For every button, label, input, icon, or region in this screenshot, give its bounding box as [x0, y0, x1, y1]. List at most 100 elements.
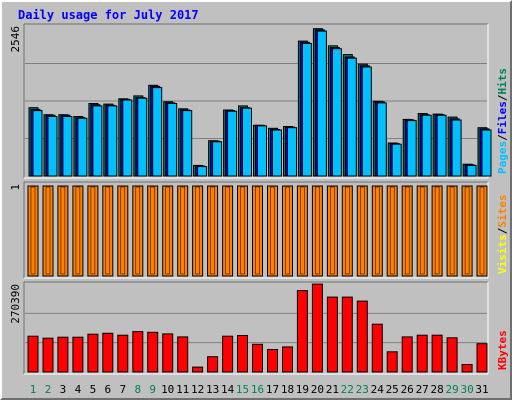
kbytes-bar [72, 336, 84, 373]
pages-bar [122, 99, 133, 177]
visits-axis-max-label: 1 [9, 184, 22, 191]
pages-bar [272, 129, 282, 177]
day-label: 26 [401, 383, 414, 396]
legend-separator: / [496, 227, 509, 234]
pages-bar [287, 127, 297, 177]
pages-bar [62, 116, 73, 177]
pages-bar [466, 164, 477, 177]
visits-bar [30, 186, 36, 275]
day-label: 27 [416, 383, 429, 396]
pages-bar [167, 103, 178, 177]
kbytes-legend: KBytes [496, 330, 509, 370]
kbytes-bar [57, 336, 69, 373]
day-label: 3 [60, 383, 67, 396]
visits-bar [479, 186, 485, 275]
kbytes-bar [282, 346, 293, 373]
day-label: 1 [30, 383, 37, 396]
visits-bar [255, 186, 260, 275]
legend-kbytes: KBytes [496, 330, 509, 370]
traffic-axis-max-label: 2546 [9, 26, 22, 53]
visits-bar [150, 186, 155, 275]
visits-bar [375, 186, 380, 275]
visits-bar [419, 186, 425, 275]
kbytes-bar [401, 336, 413, 373]
day-label: 2 [45, 383, 52, 396]
visits-bar [225, 186, 230, 275]
kbytes-bar [326, 296, 338, 373]
day-label: 23 [356, 383, 369, 396]
day-label: 9 [149, 383, 156, 396]
pages-bar [257, 125, 267, 177]
visits-bar [120, 186, 126, 275]
kbytes-bar [162, 333, 174, 373]
day-label: 15 [236, 383, 249, 396]
kbytes-bar [296, 290, 308, 373]
kbytes-bar [356, 300, 368, 373]
day-label: 13 [206, 383, 219, 396]
visits-bar [315, 186, 320, 275]
kbytes-bar [431, 334, 443, 373]
day-label: 18 [281, 383, 294, 396]
day-label: 4 [75, 383, 82, 396]
pages-bar [212, 141, 223, 177]
day-label: 25 [386, 383, 399, 396]
day-label: 16 [251, 383, 264, 396]
pages-bar [47, 116, 58, 177]
day-label: 7 [119, 383, 126, 396]
kbytes-bar [87, 333, 99, 373]
kbytes-bar [252, 343, 263, 373]
pages-bar [316, 30, 327, 177]
traffic-legend: Pages/Files/Hits [496, 68, 509, 174]
pages-bar [436, 114, 447, 177]
day-label: 11 [176, 383, 189, 396]
day-label: 24 [371, 383, 385, 396]
legend-sites: Sites [496, 195, 509, 228]
legend-separator: / [496, 94, 509, 101]
pages-bar [346, 57, 357, 177]
pages-bar [376, 102, 387, 177]
visits-bar [330, 186, 335, 275]
visits-bar [285, 186, 290, 275]
pages-bar [406, 120, 417, 177]
day-label: 21 [326, 383, 339, 396]
visits-bar [389, 186, 395, 275]
visits-bar [195, 186, 200, 275]
visits-bar [180, 186, 185, 275]
kbytes-bar [132, 331, 144, 373]
day-label: 17 [266, 383, 279, 396]
pages-bar [481, 129, 492, 177]
kbytes-bar [476, 343, 488, 373]
visits-bar [60, 186, 66, 275]
day-label: 20 [311, 383, 324, 396]
pages-bar [301, 42, 312, 177]
visits-bar [360, 186, 365, 275]
visits-bar [135, 186, 141, 275]
pages-bar [92, 105, 103, 177]
day-label: 14 [221, 383, 235, 396]
day-label: 30 [460, 383, 473, 396]
day-label: 22 [341, 383, 354, 396]
visits-bar [345, 186, 350, 275]
legend-hits: Hits [496, 68, 509, 95]
pages-bar [331, 48, 342, 177]
kbytes-axis-max-label: 270390 [9, 284, 22, 324]
visits-bar [270, 186, 275, 275]
pages-bar [182, 110, 193, 177]
legend-files: Files [496, 101, 509, 134]
visits-bar [434, 186, 440, 275]
kbytes-bar [117, 334, 129, 373]
kbytes-bar [222, 335, 234, 373]
kbytes-bar [386, 351, 398, 373]
day-label: 12 [191, 383, 204, 396]
visits-bar [90, 186, 96, 275]
visits-bar [300, 186, 305, 275]
day-label: 29 [445, 383, 458, 396]
kbytes-bar [102, 332, 114, 373]
visits-bar [210, 186, 215, 275]
day-label: 19 [296, 383, 309, 396]
visits-bar [240, 186, 245, 275]
kbytes-bar [371, 323, 383, 373]
kbytes-bar [147, 331, 159, 373]
visits-bar [75, 186, 81, 275]
day-label: 8 [134, 383, 141, 396]
